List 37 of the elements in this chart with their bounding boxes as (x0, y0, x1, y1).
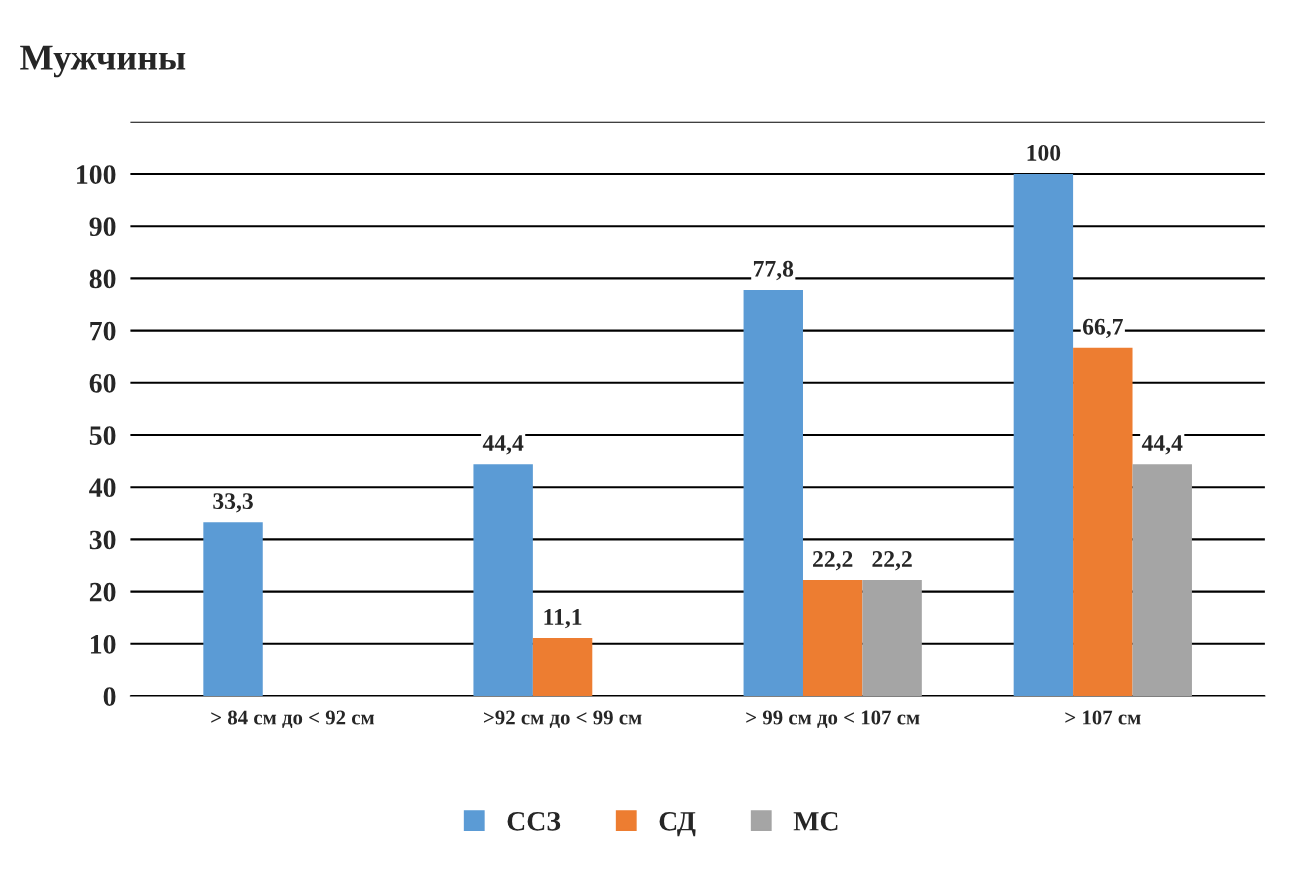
x-tick-label: >92 см до < 99 см (484, 710, 642, 728)
data-label: 11,1 (544, 609, 582, 629)
data-label: 22,2 (872, 551, 912, 571)
bar (1132, 464, 1192, 696)
y-tick-label: 100 (77, 165, 116, 184)
y-tick-label: 0 (103, 687, 116, 706)
legend-label: МС (793, 811, 838, 831)
data-label: 66,7 (1082, 318, 1123, 339)
data-label: 22,2 (813, 551, 853, 571)
data-label: 100 (1027, 144, 1061, 161)
bar (532, 638, 593, 696)
legend-label: ССЗ (507, 811, 561, 831)
data-label: 44,4 (482, 435, 524, 455)
x-tick-label: > 84 см до < 92 см (211, 710, 375, 728)
x-tick-label: > 99 см до < 107 см (746, 710, 920, 728)
data-label: 33,3 (213, 493, 253, 513)
data-label: 77,8 (753, 260, 794, 281)
y-tick-label: 60 (89, 373, 116, 393)
bar (1073, 347, 1133, 696)
y-tick-label: 10 (90, 634, 116, 654)
y-tick-label: 50 (89, 426, 116, 445)
bar (1013, 174, 1074, 696)
bar (802, 580, 863, 696)
x-tick-label: > 107 см (1065, 710, 1141, 725)
y-tick-label: 80 (89, 269, 116, 289)
y-tick-label: 30 (89, 530, 116, 550)
data-label: 44,4 (1141, 435, 1183, 455)
y-tick-label: 90 (89, 217, 116, 237)
bar (743, 289, 803, 696)
y-tick-label: 20 (89, 582, 116, 602)
y-tick-label: 70 (90, 321, 116, 341)
chart-title: Мужчины (20, 45, 186, 78)
legend-label: СД (659, 811, 696, 837)
y-tick-label: 40 (89, 478, 116, 498)
bar (473, 464, 533, 696)
bar (203, 522, 263, 696)
bar (862, 580, 922, 696)
